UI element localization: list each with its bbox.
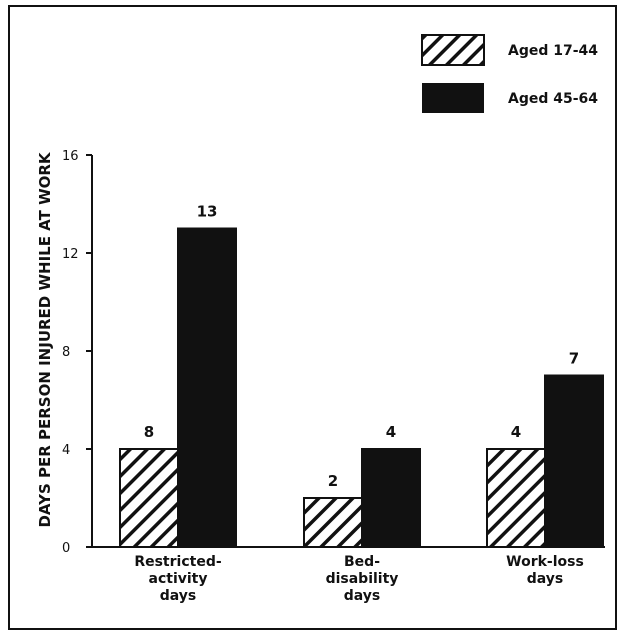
legend: Aged 17-44 Aged 45-64 [421,34,598,113]
x-tick-labels: Restricted-activity days Bed-disability day… [134,554,584,604]
bars: 8 2 4 13 4 7 [119,203,604,548]
data-label: 4 [386,423,396,441]
data-label: 13 [197,203,218,221]
legend-swatch-hatched [421,34,485,66]
legend-swatch-solid [422,83,484,113]
bar-aged-45-64-2 [544,374,604,548]
y-tick-label: 8 [62,345,70,360]
legend-label-series-1: Aged 17-44 [508,43,598,59]
data-label: 4 [511,423,521,441]
data-label: 7 [569,350,579,368]
y-axis-label: DAYS PER PERSON INJURED WHILE AT WORK [36,151,54,527]
legend-label-series-2: Aged 45-64 [508,91,598,107]
x-tick-label: Work-loss days [506,554,584,587]
bar-aged-45-64-1 [361,448,421,548]
bar-aged-45-64-0 [177,227,237,548]
y-ticks: 0 4 8 12 16 [62,149,92,556]
x-tick-label: Restricted-activity days [134,554,222,604]
data-label: 2 [328,472,338,490]
data-label: 8 [144,423,154,441]
y-tick-label: 16 [62,149,79,164]
y-tick-label: 12 [62,247,79,262]
y-tick-label: 4 [62,443,70,458]
x-tick-label: Bed-disability days [326,554,399,604]
y-tick-label: 0 [62,541,70,556]
bar-aged-17-44-2 [486,448,546,548]
bar-aged-17-44-1 [303,497,363,548]
chart-frame [8,5,617,630]
bar-aged-17-44-0 [119,448,179,548]
